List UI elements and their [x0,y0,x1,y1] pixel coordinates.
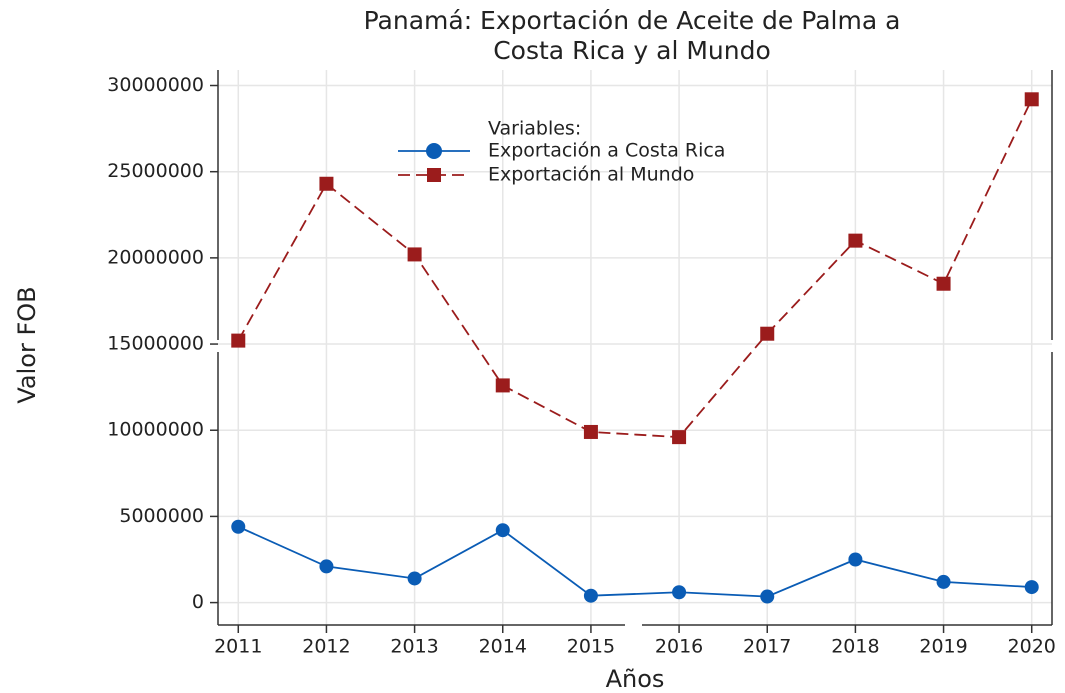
y-tick-label: 25000000 [107,160,204,182]
marker [848,552,863,567]
marker [231,333,246,348]
x-tick-label: 2015 [567,636,615,658]
chart-title: Costa Rica y al Mundo [493,36,771,65]
marker [760,589,775,604]
y-tick-label: 10000000 [107,419,204,441]
legend-marker [427,168,441,182]
marker [848,233,863,248]
marker [1024,580,1039,595]
legend-title: Variables: [488,118,581,140]
x-tick-label: 2013 [390,636,438,658]
marker [583,424,598,439]
marker [407,247,422,262]
x-tick-label: 2011 [214,636,262,658]
y-tick-label: 0 [192,591,204,613]
marker [407,571,422,586]
legend-marker [426,143,442,159]
marker [760,326,775,341]
x-tick-label: 2017 [743,636,791,658]
marker [495,523,510,538]
y-tick-label: 20000000 [107,246,204,268]
marker [672,430,687,445]
marker [319,176,334,191]
x-tick-label: 2019 [919,636,967,658]
marker [583,588,598,603]
x-axis-label: Años [606,665,665,693]
series-line [237,525,1032,598]
marker [936,574,951,589]
y-tick-label: 15000000 [107,333,204,355]
x-tick-label: 2012 [302,636,350,658]
legend-label: Exportación a Costa Rica [488,140,725,162]
y-tick-label: 5000000 [119,505,204,527]
x-tick-label: 2016 [655,636,703,658]
legend-label: Exportación al Mundo [488,164,694,186]
x-tick-label: 2014 [479,636,527,658]
marker [319,559,334,574]
marker [1024,92,1039,107]
chart-title: Panamá: Exportación de Aceite de Palma a [364,6,901,35]
x-tick-label: 2020 [1008,636,1056,658]
marker [231,519,246,534]
marker [936,276,951,291]
series-line [237,98,1033,439]
x-tick-label: 2018 [831,636,879,658]
marker [495,378,510,393]
marker [672,585,687,600]
y-axis-label: Valor FOB [13,286,41,403]
y-tick-label: 30000000 [107,74,204,96]
